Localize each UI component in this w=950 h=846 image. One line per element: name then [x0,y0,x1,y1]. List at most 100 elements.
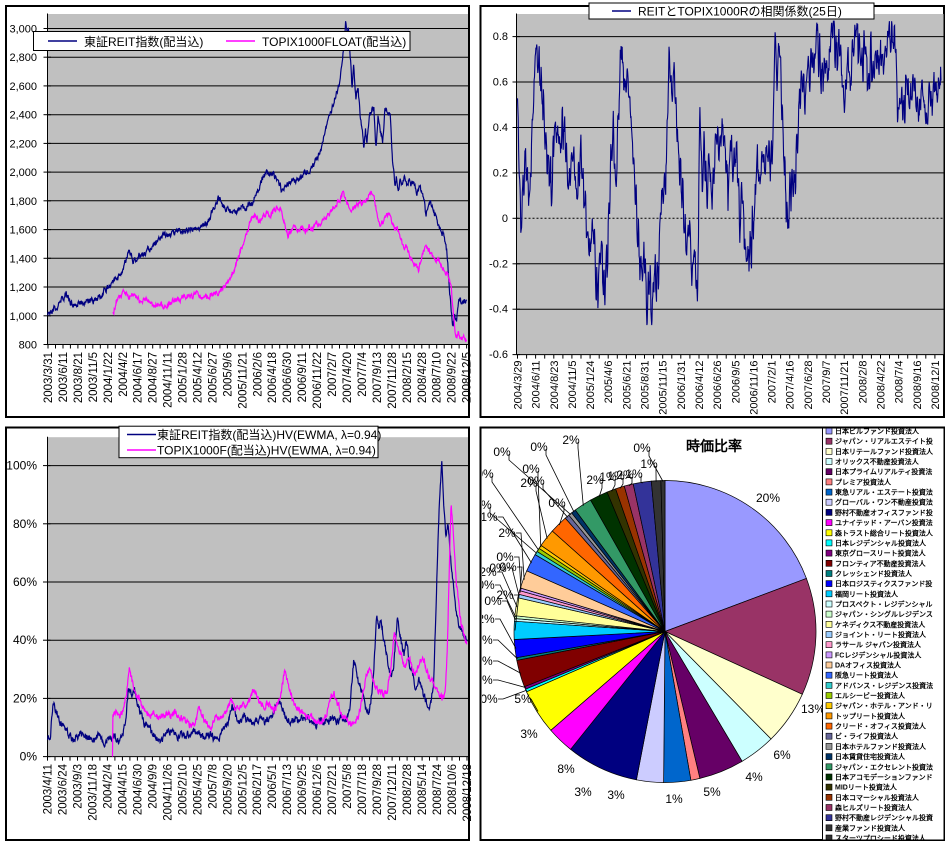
svg-text:80%: 80% [13,517,37,531]
svg-text:0%: 0% [484,594,502,608]
svg-text:森トラスト総合リート投資法人: 森トラスト総合リート投資法人 [835,528,934,537]
svg-text:2004/6/17: 2004/6/17 [133,352,145,403]
svg-text:ジャパン・シングルレジデンス: ジャパン・シングルレジデンス [835,610,933,619]
svg-text:2007/2/21: 2007/2/21 [327,764,339,815]
svg-text:2008/7/4: 2008/7/4 [894,361,906,404]
svg-text:2006/9/11: 2006/9/11 [297,352,309,402]
svg-text:森ヒルズリート投資法人: 森ヒルズリート投資法人 [835,803,913,812]
svg-text:日本ビルファンド投資法人: 日本ビルファンド投資法人 [835,427,920,436]
svg-text:福岡リート投資法人: 福岡リート投資法人 [834,589,899,598]
svg-text:日本コマーシャル投資法人: 日本コマーシャル投資法人 [835,793,920,802]
svg-text:-0.6: -0.6 [489,349,508,361]
svg-text:2007/5/8: 2007/5/8 [342,764,354,809]
svg-text:2%: 2% [520,476,538,490]
svg-text:4%: 4% [745,770,763,784]
svg-text:20%: 20% [13,691,37,705]
svg-text:2004/1/22: 2004/1/22 [103,352,115,403]
svg-text:プレミア投資法人: プレミア投資法人 [835,477,892,486]
svg-text:2003/8/21: 2003/8/21 [73,352,85,403]
svg-text:2007/4/16: 2007/4/16 [785,361,797,410]
svg-text:2006/4/18: 2006/4/18 [267,352,279,403]
svg-text:0%: 0% [527,474,545,488]
svg-text:3%: 3% [520,727,538,741]
svg-text:産業ファンド投資法人: 産業ファンド投資法人 [835,823,906,832]
svg-text:2007/9/28: 2007/9/28 [372,764,384,815]
svg-text:8%: 8% [557,762,575,776]
svg-text:阪急リート投資法人: 阪急リート投資法人 [835,671,899,680]
svg-text:2005/1/28: 2005/1/28 [178,352,190,403]
svg-text:2006/4/12: 2006/4/12 [694,361,706,410]
svg-text:日本アコモデーションファンド: 日本アコモデーションファンド [835,773,933,782]
svg-text:トップリート投資法人: トップリート投資法人 [835,711,906,720]
svg-text:2007/11/28: 2007/11/28 [387,352,399,409]
svg-text:2008/4/22: 2008/4/22 [876,361,888,410]
svg-text:2008/9/22: 2008/9/22 [447,352,459,403]
svg-text:-0.4: -0.4 [489,304,508,316]
svg-text:2005/11/21: 2005/11/21 [237,352,249,409]
svg-text:0%: 0% [530,440,548,454]
svg-text:日本レジデンシャル投資法人: 日本レジデンシャル投資法人 [835,538,927,547]
svg-text:2005/9/6: 2005/9/6 [222,352,234,397]
svg-text:2004/11/26: 2004/11/26 [162,764,174,821]
svg-text:東証REIT指数(配当込): 東証REIT指数(配当込) [84,34,203,49]
svg-text:2003/6/11: 2003/6/11 [58,352,70,402]
svg-text:0%: 0% [477,578,495,592]
svg-text:2008/10/6: 2008/10/6 [447,764,459,815]
svg-text:1%: 1% [474,498,492,512]
svg-text:日本リテールファンド投資法人: 日本リテールファンド投資法人 [835,447,934,456]
svg-text:2006/9/5: 2006/9/5 [730,361,742,404]
svg-text:0%: 0% [480,692,498,706]
svg-text:2005/4/6: 2005/4/6 [603,361,615,404]
svg-text:2008/2/28: 2008/2/28 [402,764,414,815]
svg-text:2006/9/25: 2006/9/25 [297,764,309,815]
svg-text:2006/12/6: 2006/12/6 [312,764,324,815]
svg-text:ビ・ライフ投資法人: ビ・ライフ投資法人 [835,732,899,741]
svg-text:0%: 0% [20,750,38,764]
svg-text:2004/8/23: 2004/8/23 [549,361,561,410]
svg-text:2006/5/1: 2006/5/1 [267,764,279,809]
svg-text:1%: 1% [640,457,658,471]
svg-text:2004/9/9: 2004/9/9 [147,764,159,809]
svg-text:フロンティア不動産投資法人: フロンティア不動産投資法人 [835,559,927,568]
svg-text:0.6: 0.6 [493,77,508,89]
svg-text:ジャパン・リアルエステイト投: ジャパン・リアルエステイト投 [835,437,933,446]
svg-text:0%: 0% [489,561,507,575]
svg-text:2005/6/27: 2005/6/27 [208,352,220,403]
svg-text:0.2: 0.2 [493,167,508,179]
svg-text:2008/5/14: 2008/5/14 [417,763,429,815]
svg-text:1,200: 1,200 [9,282,37,294]
svg-text:2006/7/13: 2006/7/13 [282,764,294,815]
svg-text:2007/12/11: 2007/12/11 [387,764,399,821]
svg-text:2007/11/21: 2007/11/21 [839,361,851,415]
svg-text:3,000: 3,000 [9,24,37,36]
svg-text:-0.2: -0.2 [489,258,508,270]
svg-text:時価比率: 時価比率 [686,438,742,454]
svg-text:野村不動産レジデンシャル投資: 野村不動産レジデンシャル投資 [835,813,933,822]
svg-text:0%: 0% [633,441,651,455]
svg-text:2006/2/6: 2006/2/6 [252,352,264,397]
svg-text:5%: 5% [514,692,532,706]
svg-text:0%: 0% [499,560,517,574]
svg-text:2006/1/31: 2006/1/31 [676,361,688,410]
svg-text:2005/6/21: 2005/6/21 [621,361,633,410]
svg-text:2006/6/26: 2006/6/26 [712,361,724,410]
svg-text:13%: 13% [801,702,825,716]
svg-text:FCレジデンシャル投資法人: FCレジデンシャル投資法人 [835,650,922,659]
svg-text:2005/9/20: 2005/9/20 [222,764,234,815]
svg-text:ジャパン・エクセレント投資法: ジャパン・エクセレント投資法 [835,762,933,771]
svg-text:2008/4/28: 2008/4/28 [417,352,429,403]
svg-text:3%: 3% [475,654,493,668]
svg-text:2003/11/18: 2003/11/18 [87,764,99,821]
svg-text:2008/7/24: 2008/7/24 [432,763,444,815]
svg-text:エルシービー投資法人: エルシービー投資法人 [835,691,906,700]
svg-text:2007/9/7: 2007/9/7 [821,361,833,404]
svg-text:1,400: 1,400 [9,253,37,265]
svg-text:ジョイント・リート投資法人: ジョイント・リート投資法人 [835,630,927,639]
svg-text:1,000: 1,000 [9,311,37,323]
svg-text:1%: 1% [625,467,643,481]
svg-text:800: 800 [19,340,37,352]
svg-text:DAオフィス投資法人: DAオフィス投資法人 [835,661,902,670]
svg-text:0%: 0% [493,445,511,459]
svg-text:5%: 5% [703,785,721,799]
svg-text:2007/2/7: 2007/2/7 [327,352,339,397]
